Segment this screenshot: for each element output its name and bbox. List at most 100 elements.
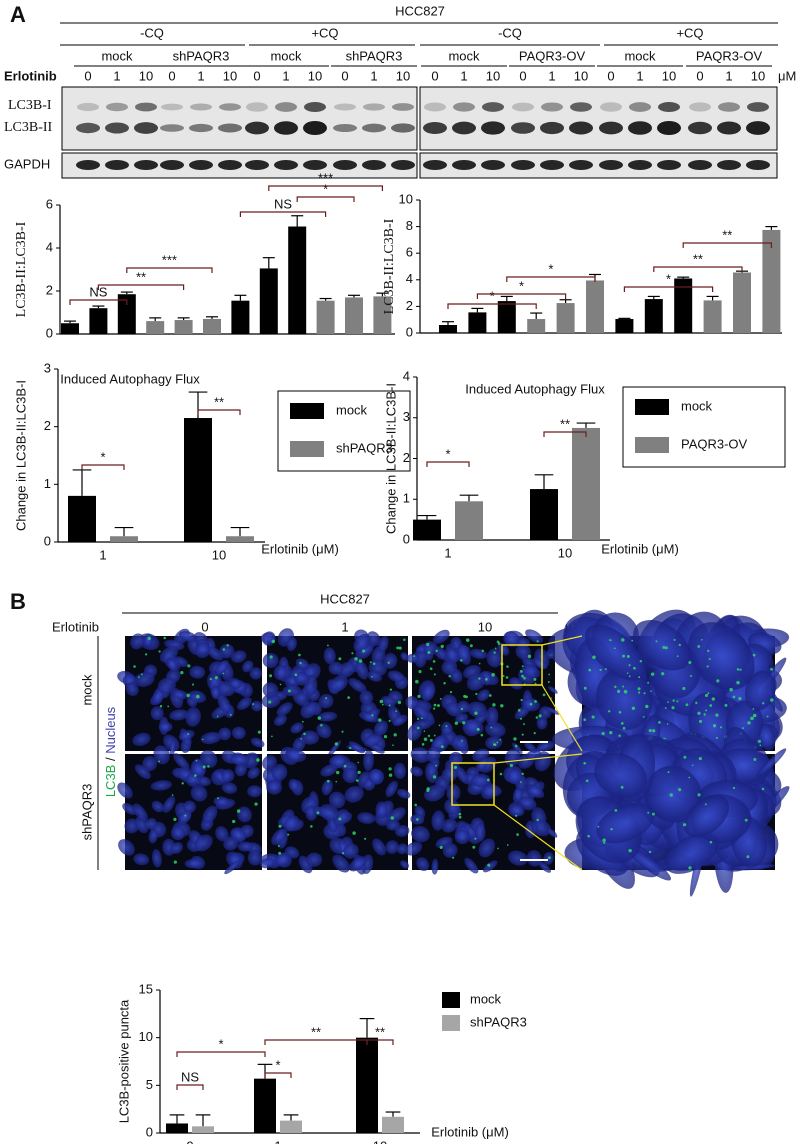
puncta [229,713,232,716]
puncta [719,726,723,729]
puncta [277,845,280,847]
puncta [752,708,755,710]
nucleus [411,826,430,843]
puncta [371,714,374,717]
significance-label: ** [722,227,732,242]
band [540,160,564,170]
puncta [278,851,282,855]
significance-bracket [543,431,587,437]
row-label: shPAQR3 [79,784,94,841]
band [304,102,326,112]
nucleus [503,631,520,647]
puncta [609,731,613,735]
puncta [614,809,618,812]
significance-label: * [218,1036,223,1051]
nucleus [321,779,333,796]
nucleus [434,646,447,660]
bar [184,418,212,542]
band [303,121,327,135]
nucleus [159,645,179,663]
puncta [433,703,437,707]
puncta [316,811,320,815]
puncta [676,655,679,657]
bar [556,303,575,333]
band [391,160,415,170]
y-tick-label: 6 [46,196,53,211]
nucleus [357,812,376,824]
legend-swatch [635,399,669,415]
puncta [697,711,701,715]
legend-swatch [635,437,669,453]
puncta [335,780,338,783]
puncta [677,788,682,792]
bar [703,300,722,333]
nucleus [387,670,405,682]
nucleus [485,706,499,727]
dose-label: 1 [197,68,204,83]
band [569,121,593,135]
band [658,102,680,112]
puncta [388,773,393,777]
puncta [648,850,652,854]
puncta [527,654,532,659]
puncta [310,825,313,828]
nucleus [344,786,364,803]
puncta [465,638,470,642]
puncta [626,654,630,658]
dose-label: 1 [370,68,377,83]
x-axis-label: Erlotinib (μM) [261,541,339,556]
nucleus [133,853,150,866]
nucleus [486,648,503,668]
puncta [351,652,354,655]
nucleus [507,768,522,785]
puncta [534,682,537,685]
band [747,102,769,112]
nucleus [531,819,552,837]
nucleus [142,756,158,772]
y-tick-label: 4 [406,271,413,286]
dose-label: 0 [696,68,703,83]
puncta [207,765,210,768]
y-tick-label: 1 [403,491,410,506]
nucleus [532,657,548,670]
bar [316,300,335,334]
nucleus [441,659,458,675]
stain-part: LC3B [103,761,118,797]
y-tick-label: 6 [406,245,413,260]
blot-frame [61,86,418,151]
stain-label: LC3B / Nucleus [103,706,118,797]
nucleus [381,695,396,708]
band [599,121,623,135]
zoom-box [501,644,543,686]
nucleus [410,747,431,763]
puncta [709,704,713,707]
significance-bracket [69,299,128,305]
puncta [505,676,509,679]
y-tick-label: 4 [403,368,410,383]
bar [226,536,254,542]
legend-swatch [442,1015,460,1031]
puncta [397,700,402,705]
bar [288,226,307,334]
nucleus [237,841,253,852]
significance-label: NS [181,1069,199,1084]
nucleus [144,818,157,830]
bar [203,318,221,334]
panel-label: B [10,589,26,614]
treatment-label: -CQ [498,25,522,40]
puncta [678,643,681,647]
nucleus [644,765,702,823]
nucleus [178,810,192,825]
nucleus [521,664,541,679]
cell-line: HCC827 [395,3,445,18]
nucleus [745,670,776,711]
y-tick-label: 2 [46,282,53,297]
significance-label: * [323,181,328,196]
dose-label: 10 [223,68,237,83]
puncta [133,665,136,668]
puncta [697,645,701,648]
legend-label: PAQR3-OV [681,436,748,451]
puncta [587,834,590,838]
puncta [181,782,184,785]
